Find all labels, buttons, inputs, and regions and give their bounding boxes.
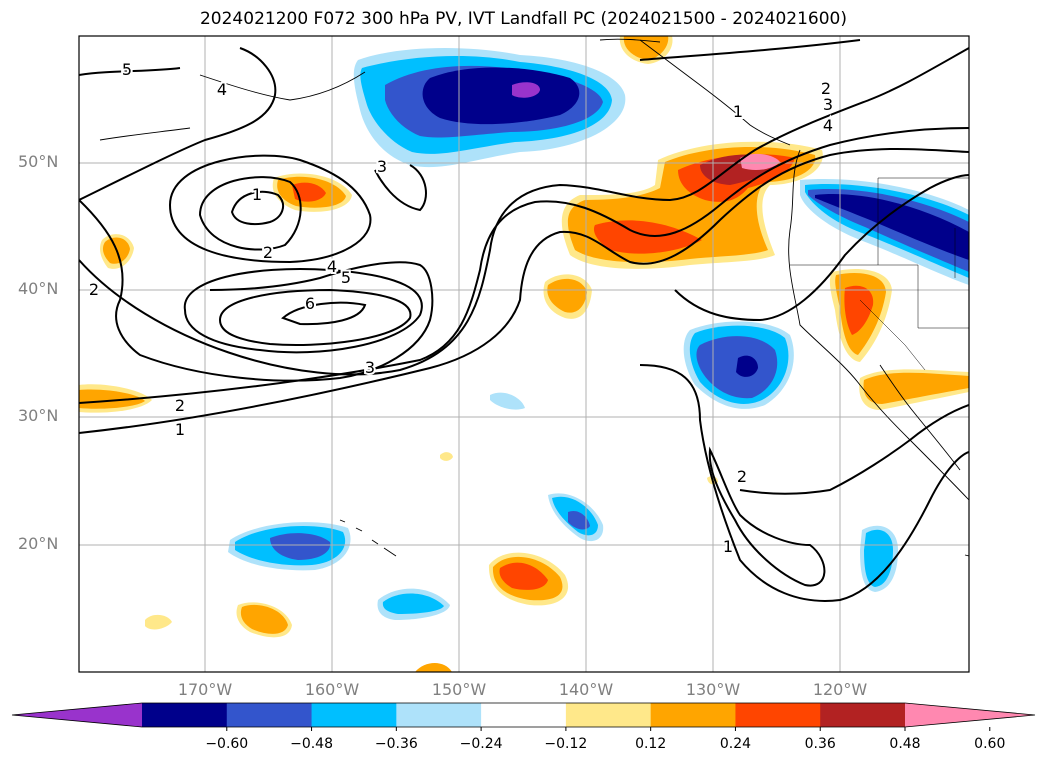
colorbar-tick-label: 0.48 (889, 736, 921, 752)
contour-label: 3 (365, 358, 375, 377)
contour-label: 4 (327, 257, 337, 276)
colorbar-swatch (396, 703, 482, 727)
colorbar-tick-label: −0.24 (459, 736, 503, 752)
lat-label-30n: 30°N (18, 406, 59, 425)
state-borders (790, 177, 969, 371)
contour-label: 5 (122, 60, 132, 79)
contour-label: 4 (823, 116, 833, 135)
lon-label-130w: 130°W (685, 680, 741, 699)
lat-label-40n: 40°N (18, 279, 59, 298)
pv-contours (79, 39, 969, 602)
contour-label: 2 (175, 396, 185, 415)
lon-label-170w: 170°W (177, 680, 233, 699)
contour-label: 5 (341, 268, 351, 287)
contour-label: 4 (217, 80, 227, 99)
colorbar-swatch (565, 703, 652, 727)
contour-labels: 5 4 1 2 3 4 5 6 3 2 1 2 3 4 2 1 2 1 (87, 58, 835, 558)
map-frame (78, 35, 970, 673)
colorbar-swatch (650, 703, 736, 727)
colorbar-swatch (820, 703, 906, 727)
contour-label: 1 (733, 102, 743, 121)
colorbar-extend-min (12, 703, 142, 727)
colorbar-tick-label: 0.60 (974, 736, 1006, 752)
contour-label: 1 (723, 537, 733, 556)
contour-label: 3 (377, 157, 387, 176)
lon-label-160w: 160°W (304, 680, 360, 699)
contour-label: 2 (89, 280, 99, 299)
colorbar-tick-label: −0.36 (374, 736, 418, 752)
colorbar (11, 702, 1036, 731)
contour-label: 2 (263, 243, 273, 262)
contour-label: 2 (821, 79, 831, 98)
lon-label-150w: 150°W (431, 680, 487, 699)
colorbar-extend-max (905, 703, 1035, 727)
colorbar-tick-label: −0.48 (290, 736, 333, 752)
lon-label-120w: 120°W (812, 680, 868, 699)
colorbar-swatch (226, 703, 313, 727)
colorbar-swatch (481, 703, 567, 727)
lat-label-20n: 20°N (18, 534, 59, 553)
colorbar-swatch (735, 703, 821, 727)
contour-label: 6 (305, 294, 315, 313)
colorbar-swatch (142, 703, 228, 727)
colorbar-swatch (311, 703, 397, 727)
colorbar-tick-label: 0.12 (635, 736, 667, 752)
contour-label: 3 (823, 95, 833, 114)
map-title: 2024021200 F072 300 hPa PV, IVT Landfall… (199, 9, 847, 29)
colorbar-tick-label: 0.36 (804, 736, 836, 752)
colorbar-tick-label: −0.12 (544, 736, 588, 752)
contour-label: 1 (252, 185, 262, 204)
lat-label-50n: 50°N (18, 152, 59, 171)
contour-label: 2 (737, 467, 747, 486)
colorbar-outline (11, 702, 1036, 728)
colorbar-tick-label: −0.60 (205, 736, 249, 752)
colorbar-tick-label: 0.24 (719, 736, 752, 752)
lon-label-140w: 140°W (558, 680, 614, 699)
contour-label: 1 (175, 420, 185, 439)
pv-anomaly-negative-shading (228, 48, 969, 620)
coastlines (99, 38, 969, 557)
